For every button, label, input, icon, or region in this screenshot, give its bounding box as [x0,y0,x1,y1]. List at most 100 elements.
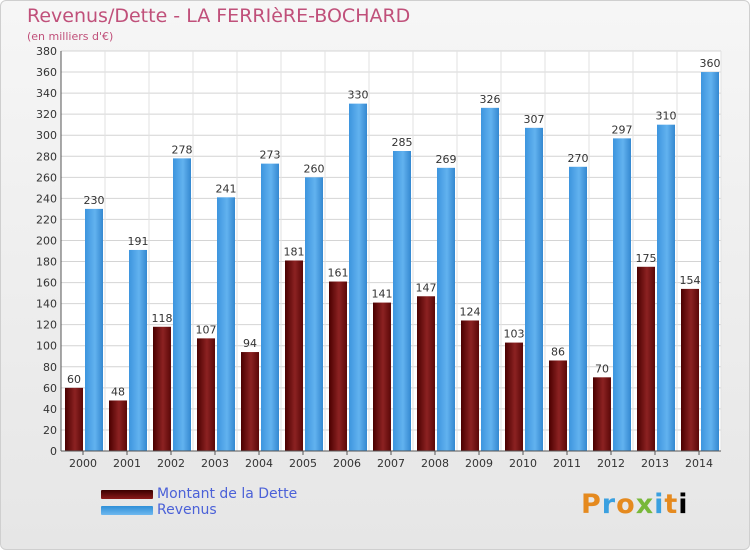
y-tick-label: 220 [36,213,57,226]
data-label-revenus: 230 [84,194,105,207]
y-tick-label: 60 [43,382,57,395]
x-tick-label: 2013 [641,457,669,470]
y-tick-label: 260 [36,171,57,184]
y-tick-label: 240 [36,192,57,205]
bar-revenus [173,158,191,452]
y-tick-label: 140 [36,298,57,311]
data-label-revenus: 269 [436,153,457,166]
data-label-dette: 161 [328,267,349,280]
legend-swatch-revenus [101,506,153,515]
bar-dette [461,320,479,451]
data-label-dette: 175 [636,252,657,265]
data-label-dette: 103 [504,328,525,341]
bar-revenus [437,167,455,451]
bar-dette [109,400,127,451]
y-tick-label: 120 [36,319,57,332]
bar-revenus [657,124,675,452]
bar-dette [505,342,523,451]
data-label-revenus: 285 [392,136,413,149]
x-tick-label: 2010 [509,457,537,470]
bar-revenus [217,197,235,451]
data-label-revenus: 360 [700,57,721,70]
y-tick-label: 0 [50,445,57,458]
x-tick-label: 2001 [113,457,141,470]
y-tick-label: 380 [36,45,57,58]
x-tick-label: 2005 [289,457,317,470]
legend-label-dette: Montant de la Dette [157,486,298,502]
data-label-dette: 86 [551,345,565,358]
data-label-dette: 94 [243,337,257,350]
bar-revenus [569,166,587,451]
bar-revenus [85,208,103,451]
y-tick-label: 80 [43,361,57,374]
data-label-revenus: 330 [348,89,369,102]
bar-revenus [129,249,147,451]
data-label-dette: 107 [196,323,217,336]
y-tick-label: 360 [36,66,57,79]
data-label-revenus: 297 [612,123,633,136]
x-tick-label: 2014 [685,457,713,470]
x-tick-label: 2008 [421,457,449,470]
bar-dette [153,326,171,451]
data-label-revenus: 307 [524,113,545,126]
x-tick-label: 2011 [553,457,581,470]
y-tick-label: 280 [36,150,57,163]
bar-dette [285,260,303,451]
y-tick-label: 200 [36,234,57,247]
bar-dette [197,338,215,451]
y-tick-label: 180 [36,256,57,269]
x-tick-label: 2012 [597,457,625,470]
bar-dette [65,387,83,451]
data-label-dette: 60 [67,373,81,386]
y-tick-label: 160 [36,277,57,290]
data-label-dette: 181 [284,245,305,258]
data-label-revenus: 326 [480,93,501,106]
data-label-dette: 48 [111,385,125,398]
y-tick-label: 300 [36,129,57,142]
x-tick-label: 2007 [377,457,405,470]
data-label-dette: 70 [595,362,609,375]
x-tick-label: 2004 [245,457,273,470]
bar-dette [373,302,391,451]
data-label-revenus: 260 [304,162,325,175]
bar-dette [329,281,347,451]
legend-swatch-dette [101,490,153,499]
y-tick-label: 100 [36,340,57,353]
data-label-revenus: 241 [216,182,237,195]
bar-dette [637,266,655,451]
bar-dette [681,288,699,451]
bar-revenus [525,127,543,451]
y-tick-label: 320 [36,108,57,121]
data-label-revenus: 270 [568,152,589,165]
bar-revenus [393,151,411,451]
bar-revenus [261,163,279,451]
y-tick-label: 40 [43,403,57,416]
data-label-dette: 118 [152,312,173,325]
bar-revenus [701,72,719,451]
bar-dette [241,352,259,451]
x-tick-label: 2009 [465,457,493,470]
data-label-revenus: 278 [172,143,193,156]
x-tick-label: 2000 [69,457,97,470]
bar-revenus [305,177,323,451]
x-tick-label: 2002 [157,457,185,470]
bar-revenus [349,103,367,451]
x-tick-label: 2003 [201,457,229,470]
bar-dette [549,360,567,451]
data-label-revenus: 310 [656,110,677,123]
chart-subtitle: (en milliers d'€) [27,30,114,43]
x-tick-label: 2006 [333,457,361,470]
data-label-dette: 124 [460,305,481,318]
data-label-dette: 154 [680,274,701,287]
data-label-revenus: 191 [128,235,149,248]
brand-logo: Proxiti [581,489,689,520]
y-tick-label: 340 [36,87,57,100]
bar-revenus [481,107,499,451]
bar-revenus [613,138,631,452]
data-label-dette: 141 [372,288,393,301]
bar-dette [593,377,611,451]
y-tick-label: 20 [43,424,57,437]
bar-dette [417,296,435,451]
